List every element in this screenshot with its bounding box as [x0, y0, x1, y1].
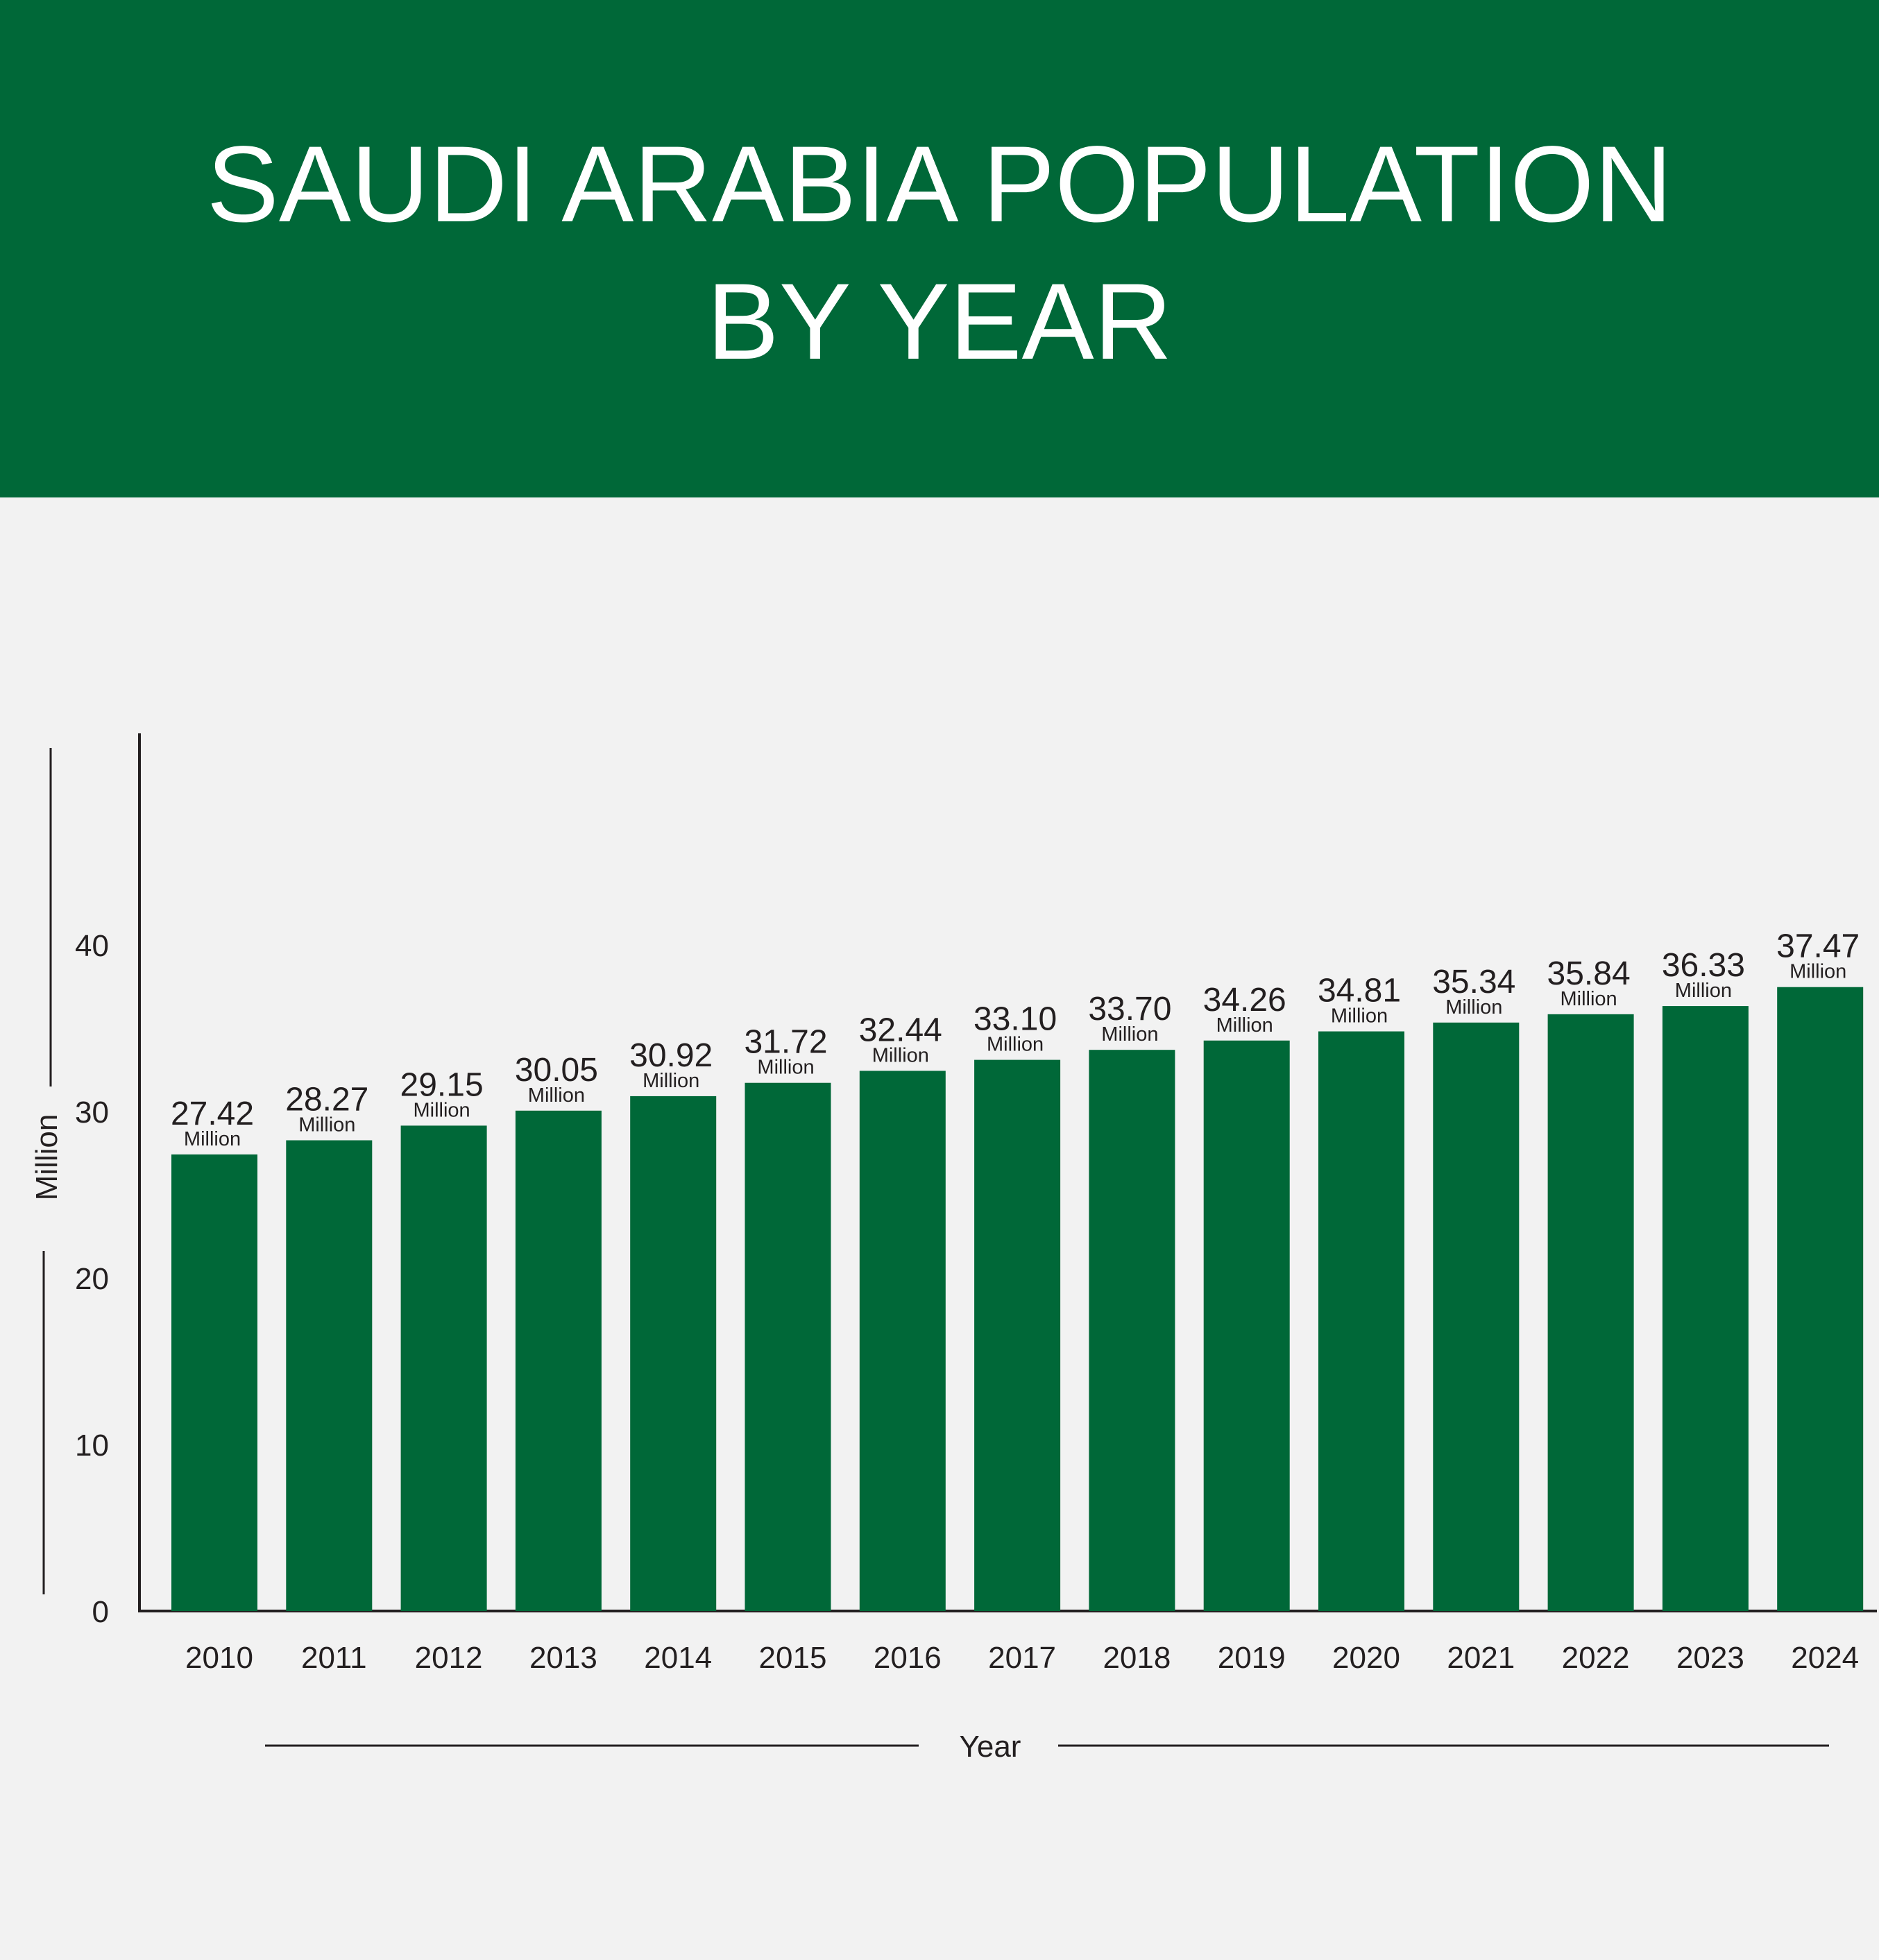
x-tick-label-2020: 2020 [1332, 1641, 1400, 1675]
x-tick-label-2024: 2024 [1791, 1641, 1859, 1675]
x-axis-title: Year [960, 1730, 1021, 1764]
bar-2019 [1203, 1040, 1290, 1611]
bar-2013 [515, 1110, 602, 1611]
x-tick-label-2023: 2023 [1676, 1641, 1744, 1675]
unit-label-2021: Million [1445, 996, 1502, 1019]
value-label-2015: 31.72 [744, 1024, 827, 1061]
value-label-2024: 37.47 [1776, 928, 1860, 965]
value-label-2023: 36.33 [1662, 947, 1745, 984]
y-tick-label: 0 [92, 1595, 109, 1629]
bar-2023 [1662, 1006, 1749, 1611]
x-tick-label-2015: 2015 [759, 1641, 827, 1675]
bar-2020 [1318, 1031, 1404, 1611]
unit-label-2020: Million [1331, 1005, 1388, 1028]
value-label-2021: 35.34 [1432, 964, 1515, 1000]
x-tick-label-2018: 2018 [1103, 1641, 1171, 1675]
value-label-2016: 32.44 [859, 1012, 942, 1048]
y-tick-label: 10 [75, 1429, 109, 1463]
bar-2021 [1433, 1022, 1520, 1611]
value-label-2018: 33.70 [1088, 991, 1171, 1028]
unit-label-2022: Million [1561, 988, 1617, 1010]
unit-label-2023: Million [1675, 980, 1732, 1002]
title-banner: SAUDI ARABIA POPULATION BY YEAR [0, 0, 1879, 497]
bar-2017 [974, 1059, 1061, 1611]
value-label-2022: 35.84 [1547, 955, 1631, 992]
unit-label-2014: Million [643, 1070, 699, 1092]
value-label-2011: 28.27 [285, 1082, 368, 1118]
value-label-2012: 29.15 [400, 1066, 484, 1103]
chart-title-line-2: BY YEAR [706, 262, 1173, 382]
y-tick-label: 20 [75, 1262, 109, 1296]
y-tick-label: 40 [75, 929, 109, 963]
y-tick-label: 30 [75, 1096, 109, 1130]
value-label-2020: 34.81 [1318, 973, 1401, 1009]
unit-label-2011: Million [298, 1114, 355, 1136]
bar-2015 [745, 1082, 831, 1611]
x-tick-label-2014: 2014 [644, 1641, 712, 1675]
bar-2012 [400, 1125, 487, 1611]
x-tick-label-2022: 2022 [1562, 1641, 1630, 1675]
unit-label-2024: Million [1789, 961, 1846, 983]
x-tick-label-2016: 2016 [874, 1641, 942, 1675]
chart-title-line-1: SAUDI ARABIA POPULATION [206, 124, 1673, 245]
value-label-2019: 34.26 [1203, 982, 1286, 1019]
value-label-2017: 33.10 [973, 1001, 1057, 1038]
unit-label-2016: Million [872, 1044, 929, 1066]
bar-2024 [1777, 987, 1864, 1611]
unit-label-2015: Million [757, 1057, 814, 1079]
unit-label-2019: Million [1216, 1014, 1273, 1037]
bar-2018 [1089, 1050, 1175, 1611]
value-label-2013: 30.05 [515, 1052, 598, 1089]
x-tick-label-2019: 2019 [1218, 1641, 1286, 1675]
unit-label-2010: Million [184, 1128, 241, 1150]
unit-label-2013: Million [528, 1084, 585, 1107]
x-tick-label-2012: 2012 [415, 1641, 483, 1675]
x-tick-label-2021: 2021 [1447, 1641, 1515, 1675]
bar-2011 [286, 1140, 373, 1611]
unit-label-2017: Million [987, 1034, 1044, 1056]
x-tick-label-2010: 2010 [185, 1641, 253, 1675]
y-axis-title: Million [30, 1114, 64, 1201]
x-tick-label-2013: 2013 [529, 1641, 597, 1675]
x-tick-label-2017: 2017 [988, 1641, 1056, 1675]
bar-2016 [859, 1071, 946, 1611]
unit-label-2012: Million [414, 1099, 470, 1121]
unit-label-2018: Million [1101, 1023, 1158, 1046]
bar-2022 [1547, 1014, 1634, 1611]
bar-2010 [171, 1154, 257, 1611]
x-tick-label-2011: 2011 [301, 1641, 367, 1675]
bar-2014 [630, 1096, 717, 1611]
value-label-2014: 30.92 [629, 1037, 713, 1074]
value-label-2010: 27.42 [171, 1096, 254, 1132]
